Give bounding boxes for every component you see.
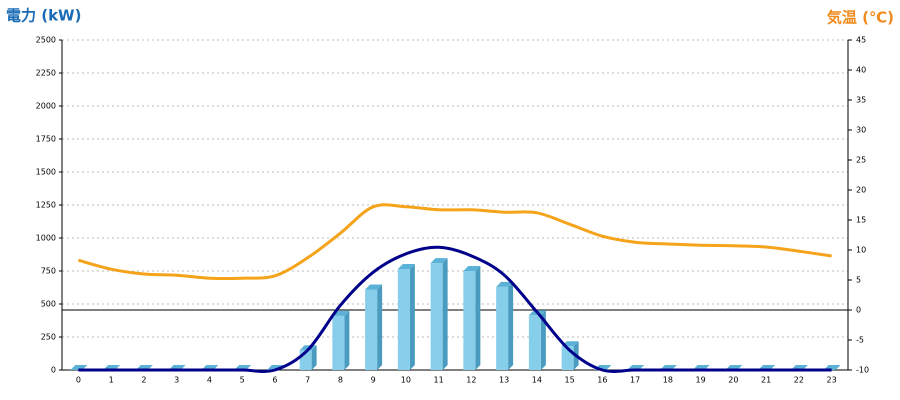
x-tick-label: 14 — [532, 376, 542, 385]
y-tick-label: 1000 — [36, 234, 56, 243]
y2-tick-label: 10 — [856, 246, 866, 255]
bar-face — [463, 271, 476, 370]
y-tick-label: 2000 — [36, 102, 56, 111]
y2-tick-label: 5 — [856, 276, 861, 285]
x-tick-label: 17 — [630, 376, 640, 385]
x-tick-label: 22 — [794, 376, 804, 385]
x-tick-label: 19 — [696, 376, 706, 385]
bar — [528, 310, 546, 370]
x-tick-label: 5 — [240, 376, 245, 385]
x-tick-label: 3 — [174, 376, 179, 385]
y-tick-label: 2500 — [36, 36, 56, 45]
y-tick-label: 2250 — [36, 69, 56, 78]
bar-face — [409, 264, 415, 370]
bar-face — [430, 258, 448, 264]
x-tick-label: 6 — [272, 376, 277, 385]
bar-face — [496, 281, 514, 287]
bar-face — [344, 310, 350, 370]
x-tick-label: 13 — [499, 376, 509, 385]
x-tick-label: 12 — [466, 376, 476, 385]
bar-face — [463, 266, 481, 271]
y-tick-label: 1250 — [36, 201, 56, 210]
bar — [397, 264, 415, 370]
bar-face — [475, 266, 481, 370]
x-tick-label: 18 — [663, 376, 673, 385]
x-tick-label: 1 — [109, 376, 114, 385]
bar-face — [540, 310, 546, 370]
line — [77, 203, 832, 281]
x-tick-label: 8 — [338, 376, 343, 385]
x-tick-label: 4 — [207, 376, 212, 385]
y2-tick-label: -5 — [856, 336, 864, 345]
bar-face — [377, 284, 383, 370]
y-axis-title: 電力 (kW) — [6, 7, 81, 25]
x-tick-label: 10 — [401, 376, 411, 385]
y2-tick-label: 25 — [856, 156, 866, 165]
bar — [463, 266, 481, 370]
bar — [365, 284, 383, 370]
y-tick-label: 0 — [51, 366, 56, 375]
y2-tick-label: 20 — [856, 186, 866, 195]
y2-tick-label: 15 — [856, 216, 866, 225]
y2-tick-label: -10 — [856, 366, 869, 375]
x-tick-label: 0 — [76, 376, 81, 385]
line — [78, 245, 832, 373]
y-tick-label: 250 — [41, 333, 56, 342]
x-tick-label: 15 — [565, 376, 575, 385]
y-tick-label: 1500 — [36, 168, 56, 177]
y2-tick-label: 0 — [856, 306, 861, 315]
x-tick-label: 7 — [305, 376, 310, 385]
bar-face — [528, 315, 541, 370]
bar-face — [430, 263, 443, 370]
bar-face — [365, 289, 378, 370]
bar — [332, 310, 350, 370]
bar — [430, 258, 448, 370]
x-tick-label: 23 — [827, 376, 837, 385]
bar-face — [397, 264, 415, 270]
x-tick-label: 16 — [597, 376, 607, 385]
y-tick-label: 500 — [41, 300, 56, 309]
y-tick-label: 750 — [41, 267, 56, 276]
x-tick-label: 2 — [141, 376, 146, 385]
bar-face — [397, 269, 410, 370]
y2-tick-label: 30 — [856, 126, 866, 135]
bar-face — [508, 281, 514, 370]
bar-face — [442, 258, 448, 370]
y2-tick-label: 40 — [856, 66, 866, 75]
bar-face — [365, 284, 383, 290]
x-tick-label: 11 — [434, 376, 444, 385]
y2-tick-label: 45 — [856, 36, 866, 45]
bar — [496, 281, 514, 370]
bar-face — [311, 345, 317, 370]
x-tick-label: 20 — [728, 376, 738, 385]
y2-tick-label: 35 — [856, 96, 866, 105]
bar-face — [496, 286, 509, 370]
y-tick-label: 1750 — [36, 135, 56, 144]
x-tick-label: 21 — [761, 376, 771, 385]
bar-face — [332, 315, 345, 370]
y2-axis-title: 気温 (℃) — [827, 9, 894, 27]
x-tick-label: 9 — [371, 376, 376, 385]
